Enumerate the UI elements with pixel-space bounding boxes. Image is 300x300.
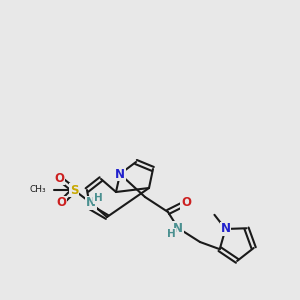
- Text: O: O: [181, 196, 191, 209]
- Text: CH₃: CH₃: [29, 185, 46, 194]
- Text: O: O: [56, 196, 66, 209]
- Text: N: N: [115, 167, 125, 181]
- Text: S: S: [70, 184, 78, 196]
- Text: H: H: [167, 229, 176, 239]
- Text: H: H: [94, 193, 102, 203]
- Text: N: N: [86, 196, 96, 209]
- Text: O: O: [54, 172, 64, 184]
- Text: N: N: [220, 223, 230, 236]
- Text: N: N: [173, 221, 183, 235]
